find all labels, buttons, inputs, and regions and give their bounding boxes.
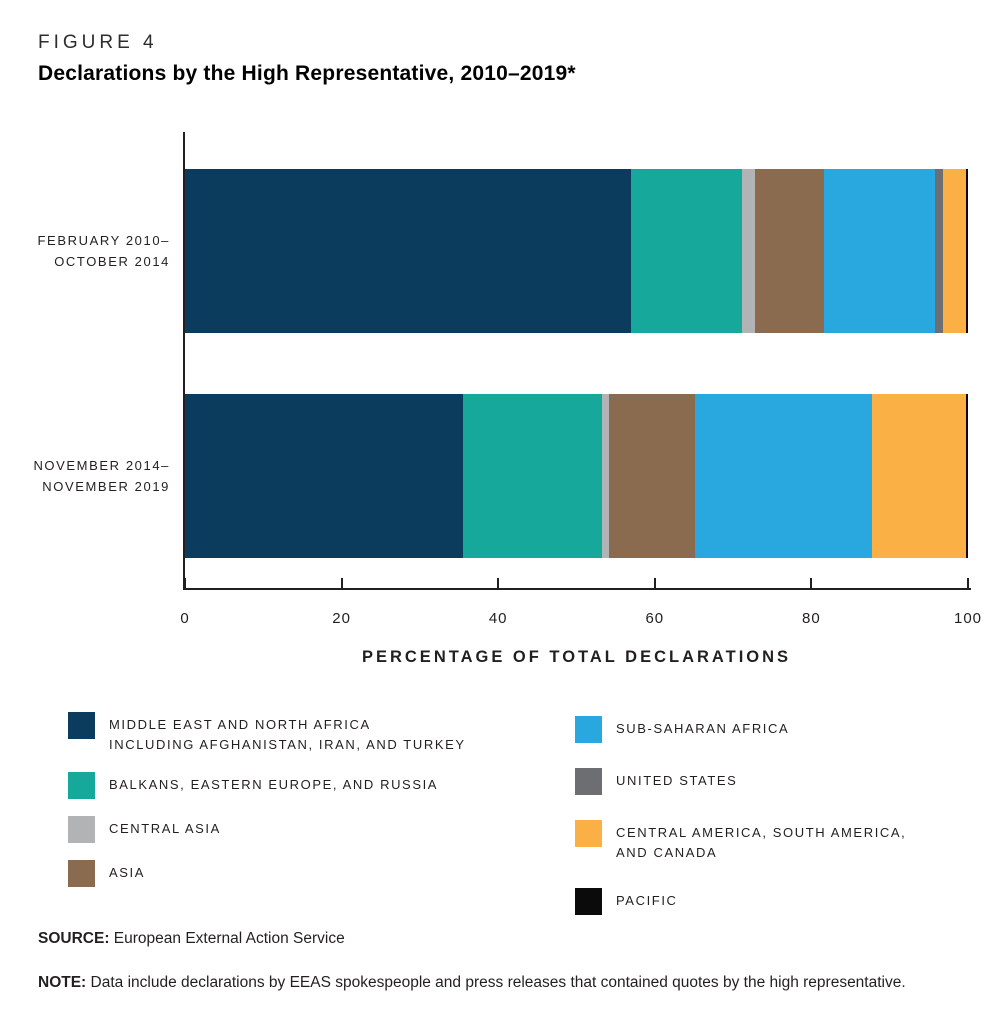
legend-swatch-pacific bbox=[575, 888, 602, 915]
x-axis-tick-label-100: 100 bbox=[953, 610, 983, 627]
x-axis-tick-label-60: 60 bbox=[645, 610, 665, 627]
category-label-period-1: FEBRUARY 2010– OCTOBER 2014 bbox=[37, 233, 170, 269]
note-label: NOTE: bbox=[38, 974, 87, 991]
bar-segment-sub-saharan-africa bbox=[823, 169, 936, 333]
bar-segment-central-asia bbox=[601, 394, 610, 558]
bar-segment-central-asia bbox=[742, 169, 755, 333]
legend-label-central-america-south-america-and-canada: CENTRAL AMERICA, SOUTH AMERICA, AND CANA… bbox=[616, 825, 907, 860]
legend-item-central-america-south-america-and-canada: CENTRAL AMERICA, SOUTH AMERICA, AND CANA… bbox=[575, 820, 995, 863]
x-axis-tick-label-20: 20 bbox=[332, 610, 351, 627]
category-label-period-2: NOVEMBER 2014– NOVEMBER 2019 bbox=[33, 458, 170, 494]
legend-swatch-united-states bbox=[575, 768, 602, 795]
legend-label-united-states: UNITED STATES bbox=[616, 773, 738, 788]
bar-segment-sub-saharan-africa bbox=[695, 394, 873, 558]
x-axis-tick-80 bbox=[810, 578, 813, 590]
legend-swatch-asia bbox=[68, 860, 95, 887]
plot-area: 0 20 40 60 80 100 PERCENTAGE OF TOTAL DECLARA… bbox=[180, 132, 981, 666]
legend-item-sub-saharan-africa: SUB-SAHARAN AFRICA bbox=[575, 716, 995, 743]
y-axis-line bbox=[183, 132, 185, 590]
legend-item-central-asia: CENTRAL ASIA bbox=[68, 816, 538, 843]
legend-label-pacific: PACIFIC bbox=[616, 893, 678, 908]
legend-swatch-middle-east-and-north-africa-including-a bbox=[68, 712, 95, 739]
x-axis-tick-label-0: 0 bbox=[180, 610, 190, 627]
source-label: SOURCE: bbox=[38, 930, 110, 947]
stacked-bar-period-1 bbox=[185, 169, 968, 333]
legend-column-left: MIDDLE EAST AND NORTH AFRICA INCLUDING A… bbox=[68, 712, 538, 904]
x-axis-tick-20 bbox=[340, 578, 343, 590]
legend-label-sub-saharan-africa: SUB-SAHARAN AFRICA bbox=[616, 721, 790, 736]
x-axis-tick-100 bbox=[967, 578, 969, 590]
stacked-bar-period-2 bbox=[185, 394, 968, 558]
x-axis-tick-label-40: 40 bbox=[488, 610, 508, 627]
bar-segment-balkans-eastern-europe-and-russia bbox=[631, 169, 743, 333]
figure-title: Declarations by the High Representative,… bbox=[38, 62, 576, 85]
legend-item-pacific: PACIFIC bbox=[575, 888, 995, 915]
x-axis-tick-40 bbox=[497, 578, 500, 590]
bar-segment-united-states bbox=[935, 169, 943, 333]
legend-item-united-states: UNITED STATES bbox=[575, 768, 995, 795]
note-line: NOTE: Data include declarations by EEAS … bbox=[38, 974, 906, 992]
legend-column-right: SUB-SAHARAN AFRICA UNITED STATES CENTRAL A… bbox=[575, 716, 995, 940]
legend-label-asia: ASIA bbox=[109, 865, 146, 880]
bar-segment-asia bbox=[754, 169, 824, 333]
x-axis-title: PERCENTAGE OF TOTAL DECLARATIONS bbox=[361, 648, 792, 666]
legend-item-middle-east-and-north-africa-including-a: MIDDLE EAST AND NORTH AFRICA INCLUDING A… bbox=[68, 712, 538, 755]
legend-label-balkans-eastern-europe-and-russia: BALKANS, EASTERN EUROPE, AND RUSSIA bbox=[109, 777, 439, 792]
bar-segment-central-america-south-america-and-canada bbox=[872, 394, 966, 558]
source-line: SOURCE: European External Action Service bbox=[38, 930, 345, 948]
bar-segment-asia bbox=[609, 394, 696, 558]
bar-segment-pacific bbox=[965, 394, 968, 558]
note-text: Data include declarations by EEAS spokes… bbox=[90, 974, 906, 991]
figure-header: FIGURE 4 Declarations by the High Repres… bbox=[38, 32, 576, 86]
x-axis-tick-0 bbox=[184, 578, 186, 590]
legend-swatch-sub-saharan-africa bbox=[575, 716, 602, 743]
source-text: European External Action Service bbox=[113, 930, 345, 947]
legend-label-central-asia: CENTRAL ASIA bbox=[109, 821, 221, 836]
legend-swatch-central-asia bbox=[68, 816, 95, 843]
x-axis-tick-label-80: 80 bbox=[802, 610, 821, 627]
bar-segment-balkans-eastern-europe-and-russia bbox=[462, 394, 602, 558]
x-axis-tick-60 bbox=[653, 578, 656, 590]
figure-label: FIGURE 4 bbox=[38, 32, 158, 53]
legend-swatch-balkans-eastern-europe-and-russia bbox=[68, 772, 95, 799]
bar-segment-middle-east-and-north-africa-including-a bbox=[185, 394, 463, 558]
bar-segment-central-america-south-america-and-canada bbox=[942, 169, 966, 333]
x-axis-line bbox=[183, 588, 971, 590]
bar-segment-pacific bbox=[965, 169, 968, 333]
legend-swatch-central-america-south-america-and-canada bbox=[575, 820, 602, 847]
legend-item-asia: ASIA bbox=[68, 860, 538, 887]
legend-label-middle-east-and-north-africa-including-a: MIDDLE EAST AND NORTH AFRICA INCLUDING A… bbox=[109, 717, 466, 752]
legend-item-balkans-eastern-europe-and-russia: BALKANS, EASTERN EUROPE, AND RUSSIA bbox=[68, 772, 538, 799]
bar-segment-middle-east-and-north-africa-including-a bbox=[185, 169, 632, 333]
